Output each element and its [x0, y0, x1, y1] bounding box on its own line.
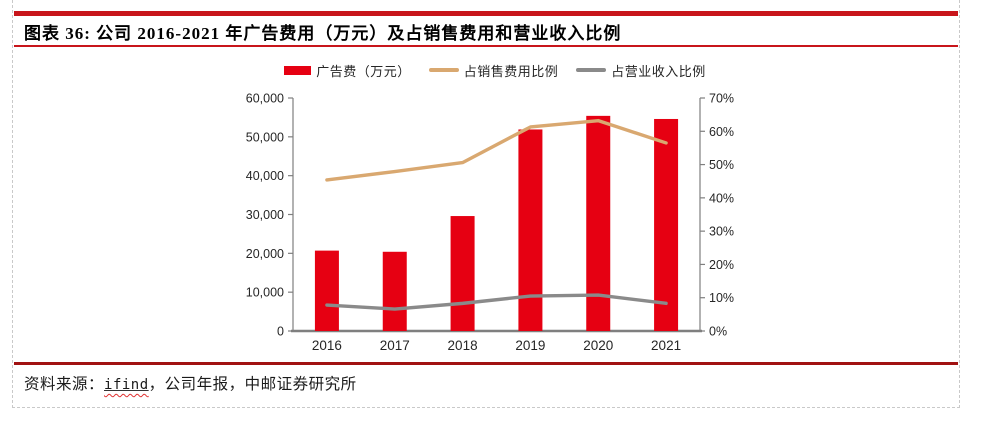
legend-label: 广告费（万元） — [316, 63, 411, 79]
y-right-tick-label: 50% — [709, 158, 734, 172]
x-tick-label-2018: 2018 — [448, 338, 478, 353]
chart-area: 0 10,000 20,000 30,000 40,000 50,000 60,000 0% 1… — [230, 86, 760, 358]
legend-item-0: 广告费（万元） — [284, 61, 411, 80]
legend-item-2: 占营业收入比例 — [576, 61, 706, 80]
y-right-tick-label: 70% — [709, 92, 734, 106]
legend-bar-swatch — [284, 65, 312, 75]
x-tick-label-2016: 2016 — [312, 338, 342, 353]
y-right-tick-label: 60% — [709, 125, 734, 139]
y-right-tick-label: 30% — [709, 225, 734, 239]
legend-label: 占销售费用比例 — [463, 63, 559, 79]
title-underline-rule — [14, 45, 958, 47]
y-left-tick-label: 30,000 — [246, 208, 284, 222]
legend-line-swatch — [576, 68, 607, 72]
y-right-tick-label: 40% — [709, 191, 734, 205]
legend-label: 占营业收入比例 — [611, 63, 706, 79]
figure-dashed-border — [12, 0, 960, 408]
footer-divider-rule — [14, 362, 958, 365]
y-right-tick-label: 20% — [709, 258, 734, 272]
y-left-tick-label: 20,000 — [246, 247, 284, 261]
ad-expense-bar-2020 — [586, 115, 611, 331]
source-label: 资料来源： — [24, 376, 105, 393]
chart-legend: 广告费（万元） 占销售费用比例 占营业收入比例 — [230, 60, 760, 80]
figure-title: 图表 36: 公司 2016-2021 年广告费用（万元）及占销售费用和营业收入… — [24, 24, 622, 43]
operating-revenue-ratio-line — [325, 293, 668, 311]
y-right-tick-label: 10% — [709, 291, 734, 305]
y-left-tick-label: 40,000 — [246, 169, 284, 183]
ad-expense-bar-2018 — [450, 216, 475, 331]
source-rest: ，公司年报，中邮证券研究所 — [148, 376, 357, 393]
ad-expense-bar-2019 — [518, 129, 543, 331]
legend-line-swatch — [428, 68, 459, 72]
x-tick-label-2019: 2019 — [515, 338, 545, 353]
x-tick-label-2020: 2020 — [583, 338, 613, 353]
legend-item-1: 占销售费用比例 — [428, 61, 559, 80]
x-tick-label-2017: 2017 — [380, 338, 410, 353]
ad-expense-bar-2021 — [654, 118, 679, 331]
y-left-tick-label: 60,000 — [246, 92, 284, 106]
y-right-tick-label: 0% — [709, 325, 727, 339]
top-red-rule — [14, 11, 958, 16]
x-tick-label-2021: 2021 — [651, 338, 681, 353]
y-left-tick-label: 10,000 — [246, 286, 284, 300]
y-left-tick-label: 0 — [277, 325, 284, 339]
source-ifind: ifind — [104, 377, 149, 393]
ad-expense-bar-2016 — [314, 250, 339, 331]
y-left-tick-label: 50,000 — [246, 130, 284, 144]
sales-expense-ratio-line — [325, 118, 668, 182]
source-note: 资料来源：ifind，公司年报，中邮证券研究所 — [24, 372, 357, 394]
ad-expense-bar-2017 — [382, 251, 407, 331]
chart-svg: 0 10,000 20,000 30,000 40,000 50,000 60,000 0% 1… — [246, 92, 734, 354]
